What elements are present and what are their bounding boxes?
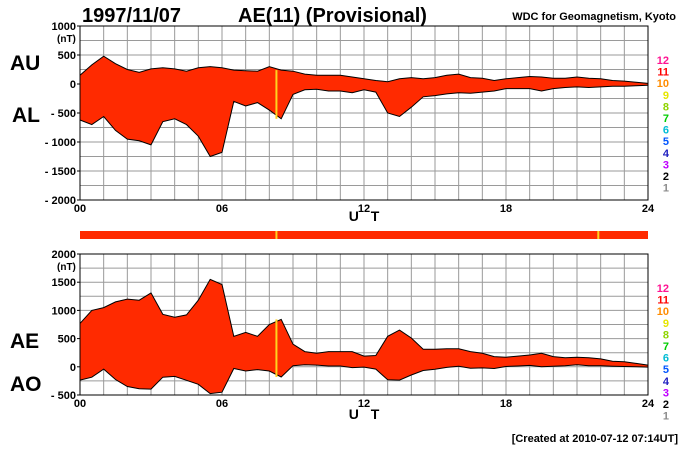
series-line-ao <box>79 364 649 395</box>
al-side-label: AL <box>12 104 40 127</box>
station-key-label: 5 <box>663 364 669 376</box>
y-tick-label: 500 <box>58 50 76 62</box>
ae-side-label: AE <box>10 330 39 353</box>
y-tick-label: - 1500 <box>45 166 76 178</box>
station-key-label: 1 <box>663 411 669 423</box>
station-key-label: 2 <box>663 399 669 411</box>
index-title: AE(11) (Provisional) <box>238 5 427 27</box>
au-al-x-axis-ticks: 00 06 12 18 24 <box>74 203 655 215</box>
station-key-label: 6 <box>663 125 669 137</box>
station-key-label: 12 <box>657 55 669 67</box>
x-tick-label: 24 <box>642 203 655 215</box>
series-line-au <box>79 55 649 84</box>
x-tick-label: 12 <box>358 398 370 410</box>
station-key-label: 8 <box>663 101 669 113</box>
x-tick-label: 18 <box>500 398 512 410</box>
ae-ao-area <box>79 278 649 395</box>
y-tick-label: - 500 <box>51 108 76 120</box>
station-key-label: 4 <box>663 148 670 160</box>
au-al-x-axis-label: U T <box>349 208 384 224</box>
y-tick-label: 2000 <box>52 249 76 261</box>
au-al-y-axis-ticks: 1000 500 0 - 500 - 1000 - 1500 - 2000 <box>45 21 80 207</box>
series-line-ae <box>79 278 649 366</box>
y-tick-label: 1000 <box>52 21 76 33</box>
x-tick-label: 00 <box>74 203 86 215</box>
ae-ao-panel: 2000 1500 1000 500 0 - 500 00 06 12 18 24 (nT) U … <box>10 249 655 422</box>
station-key-label: 11 <box>657 295 669 307</box>
station-key-label: 11 <box>657 67 669 79</box>
y-tick-label: - 500 <box>51 390 76 402</box>
station-key-label: 8 <box>663 329 669 341</box>
y-tick-label: 0 <box>70 362 76 374</box>
station-key-label: 9 <box>663 90 669 102</box>
x-tick-label: 06 <box>216 398 228 410</box>
au-al-y-unit: (nT) <box>57 34 76 45</box>
y-tick-label: 500 <box>58 334 76 346</box>
filled-range-area <box>80 56 648 157</box>
station-key-label: 9 <box>663 318 669 330</box>
ae-ao-y-axis-ticks: 2000 1500 1000 500 0 - 500 <box>51 249 80 402</box>
station-key-label: 3 <box>663 387 669 399</box>
x-tick-label: 12 <box>358 203 370 215</box>
x-tick-label: 24 <box>642 398 655 410</box>
station-key-label: 7 <box>663 341 669 353</box>
y-tick-label: 1500 <box>52 277 76 289</box>
created-timestamp: [Created at 2010-07-12 07:14UT] <box>512 433 679 445</box>
source-label: WDC for Geomagnetism, Kyoto <box>512 11 676 23</box>
filled-range-area <box>80 279 648 394</box>
ae-ao-y-unit: (nT) <box>57 262 76 273</box>
station-key-label: 10 <box>657 78 669 90</box>
x-tick-label: 06 <box>216 203 228 215</box>
ae-ao-x-axis-label: U T <box>349 406 384 422</box>
au-side-label: AU <box>10 52 40 75</box>
series-line-al <box>79 84 649 158</box>
ao-side-label: AO <box>10 373 42 396</box>
station-key-label: 12 <box>657 283 669 295</box>
x-tick-label: 00 <box>74 398 86 410</box>
station-marker-bar <box>80 231 648 239</box>
ae-ao-x-axis-ticks: 00 06 12 18 24 <box>74 398 655 410</box>
station-key-label: 6 <box>663 353 669 365</box>
station-key-label: 2 <box>663 171 669 183</box>
date-title: 1997/11/07 <box>82 5 181 27</box>
y-tick-label: 1000 <box>52 305 76 317</box>
x-tick-label: 18 <box>500 203 512 215</box>
y-tick-label: - 1000 <box>45 137 76 149</box>
station-key-label: 10 <box>657 306 669 318</box>
au-al-area <box>79 55 649 158</box>
ae-ao-plot-frame <box>79 253 649 396</box>
station-key-label: 7 <box>663 113 669 125</box>
station-key-label: 3 <box>663 159 669 171</box>
au-al-plot-frame <box>79 25 649 201</box>
marker-bar-fill <box>80 231 648 239</box>
station-key-label: 1 <box>663 183 669 195</box>
au-al-panel: 1000 500 0 - 500 - 1000 - 1500 - 2000 00 06 12 18… <box>10 21 655 224</box>
station-key-label: 4 <box>663 376 670 388</box>
station-key-label: 5 <box>663 136 669 148</box>
y-tick-label: - 2000 <box>45 195 76 207</box>
y-tick-label: 0 <box>70 79 76 91</box>
